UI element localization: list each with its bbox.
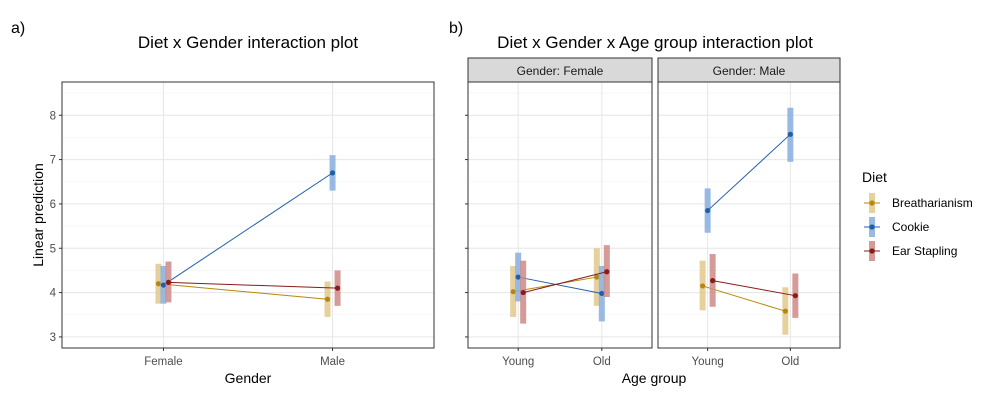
facet-strip-female [467,57,653,83]
chart-a-ear-stapling-point [334,285,341,291]
chart-a-ear-stapling-point [165,279,172,285]
chart-b-male-cookie-point [705,207,711,214]
panel-tag-b: b) [449,20,463,37]
chart-b-female-border [467,81,653,349]
chart-a-plot-area: 3 4 5 6 7 8 Female Male [50,81,435,368]
chart-b-female-ear-stapling-line [523,271,607,294]
chart-a-y-tick-label: 4 [50,288,57,300]
chart-a-breatharianism-line [158,283,328,300]
chart-b-male-cookie-line [707,133,791,211]
chart-b-male-breatharianism-point [700,283,706,289]
legend-cookie-label: Cookie [892,220,930,234]
chart-b-male-border [657,81,841,349]
chart-b-male-cookie-point [787,131,793,137]
chart-b-female-ear-stapling-point [520,289,526,296]
chart-a-y-tick-label: 6 [50,199,56,211]
chart-b-male-ear-stapling-line [712,280,796,297]
legend-breatharianism-point-key [869,200,875,206]
chart-b-male-x-tick-label: Old [781,356,799,368]
chart-b-female-cookie-point [599,290,605,297]
chart-b-female-x-tick-label: Old [593,356,611,368]
chart-a-cookie-line [163,172,333,286]
chart-b-female-breatharianism-point [594,274,600,280]
chart-b-female-cookie-point [515,274,521,280]
chart-a-y-tick-label: 3 [50,332,56,344]
chart-b-facet-male-plot-area: Young Old [657,81,841,368]
chart-a-title: Diet x Gender interaction plot [138,33,358,52]
chart-a-breatharianism-point [324,296,331,302]
chart-b-male-background [658,82,840,348]
chart-a-y-tick-label: 7 [50,155,56,167]
chart-a-background [62,82,434,348]
chart-b-title: Diet x Gender x Age group interaction pl… [497,33,813,52]
chart-a-border [61,81,435,349]
legend-ear-stapling-label: Ear Stapling [892,244,957,258]
chart-a-ear-stapling-line [168,281,338,289]
chart-b-male-breatharianism-line [702,285,786,312]
panel-tag-a: a) [11,20,25,37]
chart-b-female-x-tick-label: Young [502,356,534,368]
chart-b-male-breatharianism-point [782,308,788,314]
legend: Diet Breatharianism Cookie Ear Stapling [862,169,973,261]
facet-strip-male-label: Gender: Male [713,64,786,78]
legend-breatharianism-label: Breatharianism [892,196,973,210]
chart-b-male-x-tick-label: Young [692,356,724,368]
chart-b-female-background [468,82,652,348]
chart-a-y-tick-label: 5 [50,243,56,255]
chart-a-cookie-point [160,282,167,288]
chart-b-facet-female-plot-area: Young Old [465,81,653,368]
chart-a-cookie-point [329,170,336,176]
chart-b-female-breatharianism-point [510,289,516,295]
chart-a-y-tick-label: 8 [50,110,56,122]
chart-b-male-ear-stapling-point [792,293,798,299]
legend-cookie-point-key [869,224,875,230]
chart-a-x-axis-title: Gender [225,370,272,386]
facet-strip-male [657,57,841,83]
facet-strip-female-label: Gender: Female [517,64,604,78]
chart-b-female-ear-stapling-point [604,269,610,275]
chart-b-male-ear-stapling-point [710,278,716,284]
chart-b-female-cookie-line [518,276,602,294]
chart-a-breatharianism-point [155,281,162,287]
chart-b-x-axis-title: Age group [622,370,687,386]
chart-a-y-axis-title: Linear prediction [30,163,46,267]
chart-a-x-tick-label: Male [320,356,345,368]
legend-title: Diet [862,169,887,185]
chart-a-x-tick-label: Female [144,356,182,368]
legend-ear-stapling-point-key [869,248,875,254]
